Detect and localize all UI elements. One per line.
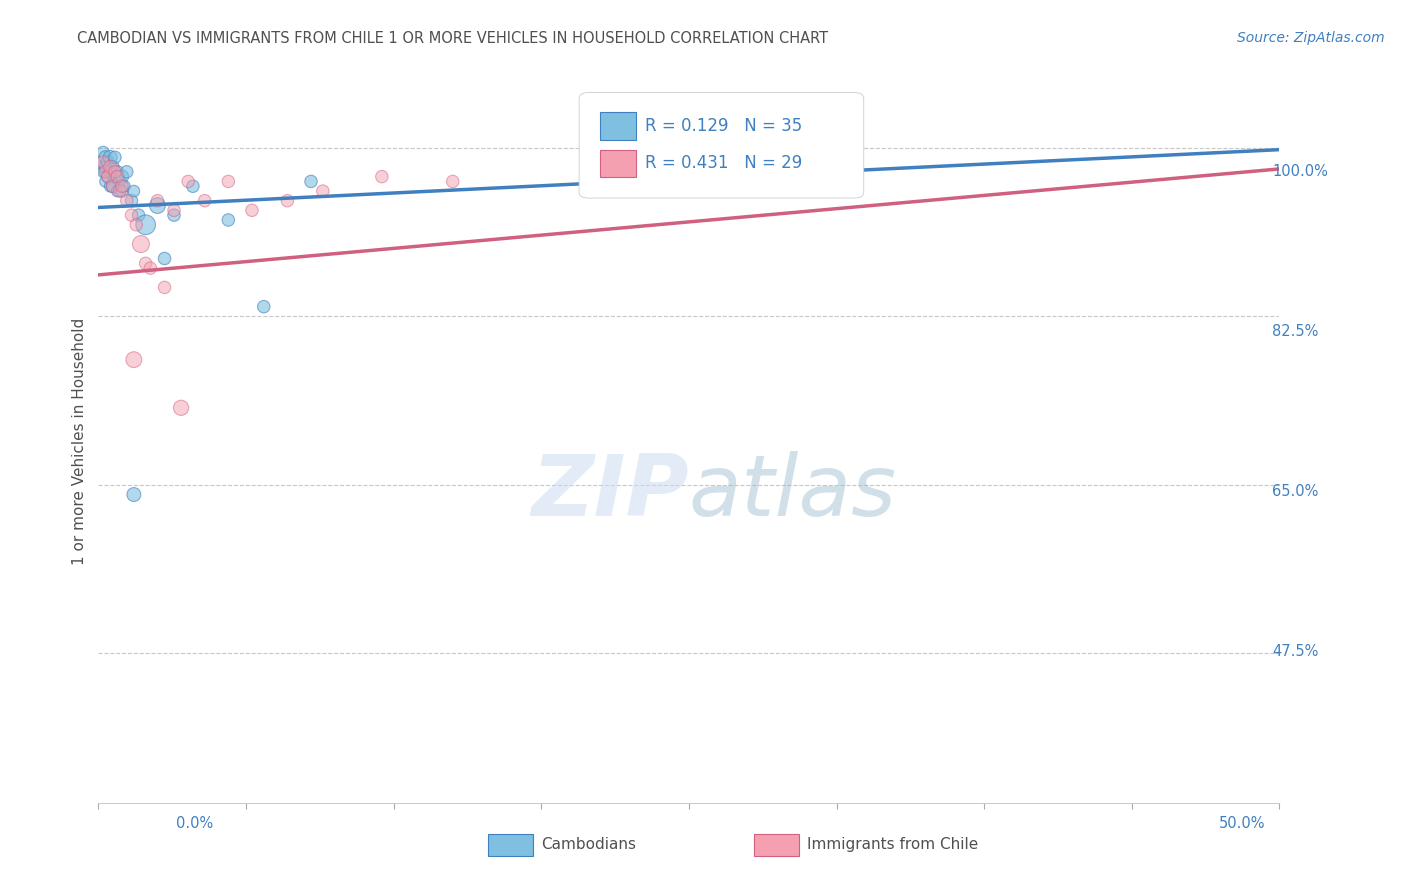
Point	[91, 145, 114, 160]
Text: 47.5%: 47.5%	[1272, 644, 1319, 659]
FancyBboxPatch shape	[488, 834, 533, 855]
Point	[115, 165, 138, 179]
FancyBboxPatch shape	[754, 834, 799, 855]
Point	[153, 252, 176, 266]
Point	[153, 280, 176, 294]
Point	[94, 165, 117, 179]
Text: ZIP: ZIP	[531, 450, 689, 533]
Point	[121, 208, 143, 222]
Point	[139, 261, 162, 276]
Point	[105, 169, 128, 184]
Point	[112, 179, 135, 194]
Text: Cambodians: Cambodians	[541, 838, 637, 852]
Point	[217, 213, 239, 227]
Point	[163, 203, 186, 218]
Point	[90, 160, 112, 174]
Point	[121, 194, 143, 208]
Point	[146, 194, 169, 208]
Text: CAMBODIAN VS IMMIGRANTS FROM CHILE 1 OR MORE VEHICLES IN HOUSEHOLD CORRELATION C: CAMBODIAN VS IMMIGRANTS FROM CHILE 1 OR …	[77, 31, 828, 46]
Y-axis label: 1 or more Vehicles in Household: 1 or more Vehicles in Household	[72, 318, 87, 566]
Point	[194, 194, 217, 208]
Point	[163, 208, 186, 222]
Point	[181, 179, 204, 194]
FancyBboxPatch shape	[600, 112, 636, 139]
Point	[98, 179, 121, 194]
Text: Source: ZipAtlas.com: Source: ZipAtlas.com	[1237, 31, 1385, 45]
FancyBboxPatch shape	[579, 93, 863, 198]
Point	[678, 174, 700, 188]
Text: 65.0%: 65.0%	[1272, 484, 1319, 500]
Text: 0.0%: 0.0%	[176, 816, 212, 831]
Point	[101, 179, 124, 194]
Point	[104, 165, 127, 179]
Point	[94, 150, 117, 164]
Point	[371, 169, 394, 184]
Text: Immigrants from Chile: Immigrants from Chile	[807, 838, 979, 852]
Point	[122, 184, 145, 198]
Point	[94, 160, 117, 174]
Point	[312, 184, 335, 198]
Point	[101, 179, 124, 194]
Point	[108, 174, 131, 188]
Point	[98, 165, 121, 179]
Point	[104, 150, 127, 164]
Point	[170, 401, 193, 415]
Point	[108, 184, 131, 198]
Point	[111, 169, 134, 184]
Point	[135, 256, 157, 270]
Point	[177, 174, 200, 188]
Text: 100.0%: 100.0%	[1272, 163, 1329, 178]
Point	[104, 169, 127, 184]
Point	[135, 218, 157, 232]
Text: R = 0.129   N = 35: R = 0.129 N = 35	[645, 117, 803, 135]
Text: R = 0.431   N = 29: R = 0.431 N = 29	[645, 154, 803, 172]
Point	[240, 203, 263, 218]
Point	[441, 174, 464, 188]
Point	[98, 150, 121, 164]
Point	[105, 165, 128, 179]
Point	[97, 155, 120, 169]
Point	[253, 300, 276, 314]
Point	[217, 174, 239, 188]
Point	[122, 487, 145, 501]
Text: atlas: atlas	[689, 450, 897, 533]
Point	[101, 160, 124, 174]
Point	[91, 165, 114, 179]
Point	[146, 198, 169, 212]
Point	[761, 169, 783, 184]
Point	[97, 169, 120, 184]
Point	[299, 174, 322, 188]
Point	[97, 169, 120, 184]
Point	[98, 160, 121, 174]
Point	[111, 179, 134, 194]
Point	[115, 194, 138, 208]
Point	[125, 218, 148, 232]
Point	[91, 155, 114, 169]
Point	[276, 194, 298, 208]
Point	[128, 208, 150, 222]
Point	[111, 184, 134, 198]
Point	[122, 352, 145, 367]
Point	[129, 237, 152, 252]
Point	[94, 174, 117, 188]
Text: 50.0%: 50.0%	[1219, 816, 1265, 831]
Point	[105, 184, 128, 198]
FancyBboxPatch shape	[600, 150, 636, 178]
Text: 82.5%: 82.5%	[1272, 324, 1319, 339]
